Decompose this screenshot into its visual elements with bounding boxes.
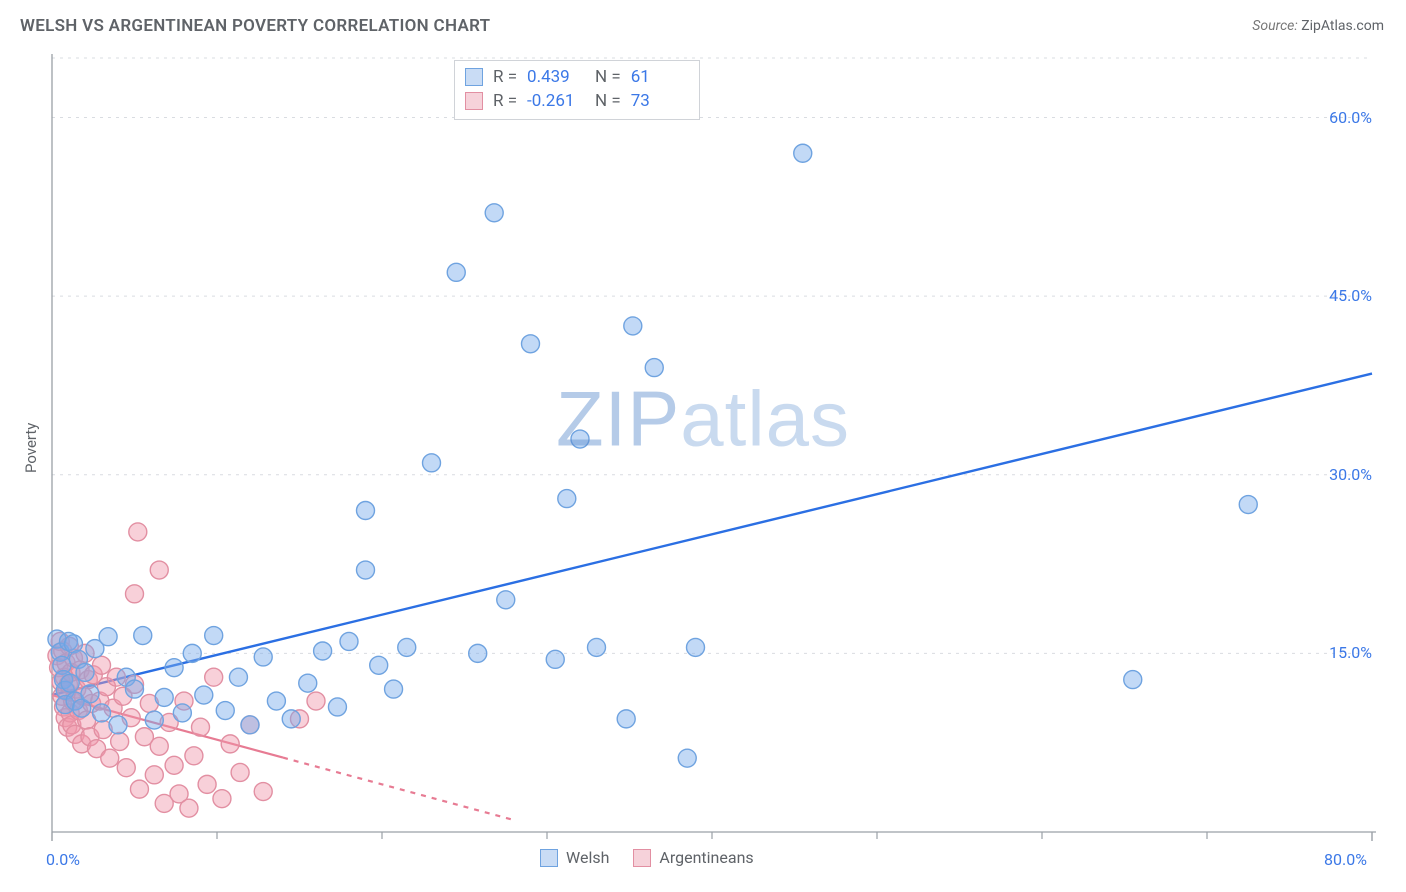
chart-container: WELSH VS ARGENTINEAN POVERTY CORRELATION…: [0, 0, 1406, 892]
source-label: Source:: [1252, 18, 1297, 34]
series-legend: Welsh Argentineans: [540, 848, 754, 867]
legend-label-argentineans: Argentineans: [659, 848, 753, 867]
legend-n-label: N =: [595, 65, 621, 89]
x-tick-label: 80.0%: [1324, 850, 1367, 869]
y-tick-label: 60.0%: [1316, 108, 1372, 127]
legend-item-argentineans: Argentineans: [633, 848, 753, 867]
stats-legend-row: R = -0.261 N = 73: [465, 89, 689, 113]
legend-label-welsh: Welsh: [566, 848, 609, 867]
y-axis-label: Poverty: [22, 423, 40, 473]
legend-n-value: 73: [631, 89, 689, 113]
legend-n-value: 61: [631, 65, 689, 89]
legend-swatch: [465, 68, 483, 86]
chart-title: WELSH VS ARGENTINEAN POVERTY CORRELATION…: [20, 16, 490, 36]
legend-r-label: R =: [493, 89, 517, 113]
stats-legend: R = 0.439 N = 61 R = -0.261 N = 73: [454, 60, 700, 120]
legend-r-value: 0.439: [527, 65, 585, 89]
argentineans-swatch: [633, 849, 651, 867]
legend-swatch: [465, 92, 483, 110]
scatter-plot: [0, 0, 1406, 892]
y-tick-label: 15.0%: [1316, 643, 1372, 662]
legend-r-value: -0.261: [527, 89, 585, 113]
x-tick-label: 0.0%: [46, 850, 80, 869]
stats-legend-row: R = 0.439 N = 61: [465, 65, 689, 89]
legend-r-label: R =: [493, 65, 517, 89]
y-tick-label: 45.0%: [1316, 286, 1372, 305]
source-attribution: Source: ZipAtlas.com: [1252, 18, 1384, 34]
legend-n-label: N =: [595, 89, 621, 113]
y-tick-label: 30.0%: [1316, 465, 1372, 484]
legend-item-welsh: Welsh: [540, 848, 609, 867]
welsh-swatch: [540, 849, 558, 867]
source-name: ZipAtlas.com: [1301, 18, 1384, 34]
